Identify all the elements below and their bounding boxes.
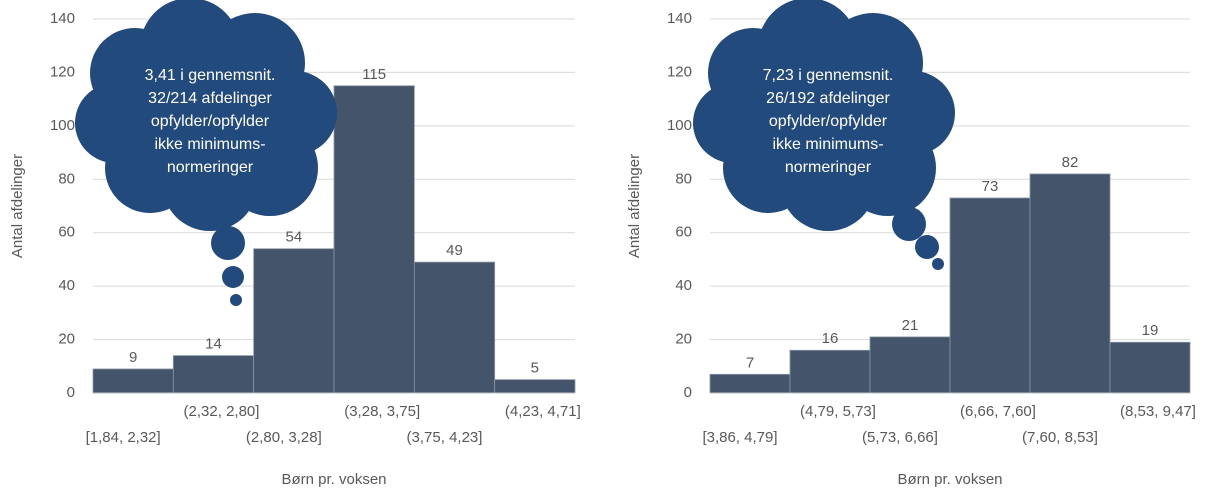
data-label: 14: [205, 336, 222, 353]
y-tick-label: 60: [675, 224, 692, 241]
data-label: 21: [902, 317, 919, 334]
cloud-puff: [743, 33, 913, 203]
cloud-puff: [125, 33, 295, 203]
annotation: 7,23 i gennemsnit.: [763, 67, 894, 84]
data-label: 16: [822, 330, 839, 347]
x-tick-label: (5,73, 6,66]: [862, 429, 938, 446]
x-axis-title: Børn pr. voksen: [897, 471, 1002, 488]
bar: [92, 368, 174, 394]
bar: [789, 349, 871, 394]
cloud-bubble: [915, 235, 939, 259]
annotation: 32/214 afdelinger: [148, 90, 272, 107]
bar: [949, 197, 1031, 394]
data-label: 49: [446, 242, 463, 259]
bar: [253, 248, 335, 394]
y-tick-label: 100: [667, 117, 692, 134]
data-label: 9: [129, 349, 137, 366]
x-tick-label: (4,79, 5,73]: [800, 403, 876, 420]
x-tick-label: (2,80, 3,28]: [246, 429, 322, 446]
y-tick-label: 60: [58, 224, 75, 241]
y-tick-label: 20: [675, 331, 692, 348]
callout: [75, 0, 337, 306]
y-tick-label: 80: [58, 170, 75, 187]
data-label: 54: [285, 229, 302, 246]
data-label: 19: [1142, 322, 1159, 339]
data-label: 5: [531, 360, 539, 377]
bar: [172, 355, 255, 394]
y-tick-label: 40: [675, 277, 692, 294]
y-tick-label: 0: [67, 384, 75, 401]
cloud-bubble: [892, 207, 926, 241]
annotation: normeringer: [167, 159, 254, 176]
data-label: 73: [982, 178, 999, 195]
x-tick-label: (2,32, 2,80]: [184, 403, 260, 420]
annotation: normeringer: [785, 159, 872, 176]
x-tick-label: (3,75, 4,23]: [407, 429, 483, 446]
x-tick-label: [3,86, 4,79]: [702, 429, 777, 446]
cloud-bubble: [211, 226, 245, 260]
y-axis-title: Antal afdelinger: [626, 154, 643, 258]
cloud-bubble: [222, 266, 244, 288]
y-tick-label: 120: [667, 63, 692, 80]
annotation: ikke minimums-: [772, 136, 883, 153]
y-tick-label: 0: [684, 384, 692, 401]
cloud-bubble: [230, 294, 242, 306]
bar: [494, 379, 576, 394]
x-tick-label: (6,66, 7,60]: [960, 403, 1036, 420]
cloud-bubble: [932, 258, 944, 270]
data-label: 7: [746, 354, 754, 371]
bar: [869, 336, 951, 394]
y-tick-label: 80: [675, 170, 692, 187]
callout: [693, 0, 955, 270]
bar: [709, 373, 791, 394]
bar: [413, 261, 496, 394]
annotation: opfylder/opfylder: [769, 113, 888, 130]
data-label: 115: [362, 66, 386, 83]
x-axis-title: Børn pr. voksen: [281, 471, 386, 488]
bar: [333, 85, 415, 394]
annotation: 26/192 afdelinger: [766, 90, 890, 107]
y-tick-label: 100: [50, 117, 75, 134]
x-tick-label: (4,23, 4,71]: [505, 403, 581, 420]
y-tick-label: 20: [58, 331, 75, 348]
data-label: 82: [1062, 154, 1079, 171]
y-tick-label: 140: [50, 10, 75, 27]
annotation: ikke minimums-: [154, 136, 265, 153]
y-tick-label: 40: [58, 277, 75, 294]
x-tick-label: (8,53, 9,47]: [1120, 403, 1196, 420]
y-axis-title: Antal afdelinger: [9, 154, 26, 258]
annotation: opfylder/opfylder: [151, 113, 270, 130]
bar: [1109, 341, 1191, 394]
x-tick-label: (7,60, 8,53]: [1022, 429, 1098, 446]
x-tick-label: (3,28, 3,75]: [344, 403, 420, 420]
x-tick-label: [1,84, 2,32]: [86, 429, 161, 446]
y-tick-label: 140: [667, 10, 692, 27]
y-tick-label: 120: [50, 63, 75, 80]
annotation: 3,41 i gennemsnit.: [145, 67, 276, 84]
bar: [1029, 173, 1111, 394]
